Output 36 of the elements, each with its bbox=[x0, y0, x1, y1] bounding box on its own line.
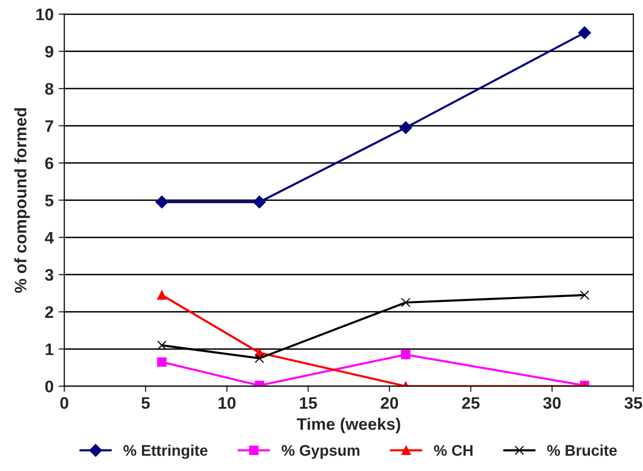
y-tick-label: 9 bbox=[45, 46, 54, 58]
point bbox=[578, 26, 591, 40]
point bbox=[254, 354, 264, 363]
y-tick-label: 7 bbox=[45, 120, 54, 132]
point bbox=[401, 350, 410, 360]
y-tick-label: 5 bbox=[45, 194, 54, 206]
x-tick-label: 15 bbox=[300, 397, 317, 409]
point bbox=[399, 121, 412, 134]
x-tick-label: 0 bbox=[60, 397, 68, 409]
y-tick-label: 10 bbox=[36, 8, 54, 20]
x-tick-label: 5 bbox=[141, 397, 150, 409]
point bbox=[157, 290, 167, 300]
point bbox=[157, 357, 167, 367]
point bbox=[155, 196, 168, 208]
x-axis-title: Time (weeks) bbox=[296, 418, 400, 434]
point bbox=[580, 290, 590, 300]
point bbox=[401, 298, 410, 308]
y-tick-label: 4 bbox=[44, 232, 54, 244]
x-tick-label: 30 bbox=[543, 397, 561, 409]
x-tick-label: 35 bbox=[624, 397, 642, 409]
y-tick-label: 1 bbox=[46, 344, 54, 356]
x-tick-label: 20 bbox=[380, 397, 398, 409]
y-tick-label: 6 bbox=[45, 157, 54, 170]
x-tick-label: 10 bbox=[218, 397, 236, 409]
legend-label: % CH bbox=[434, 445, 472, 456]
y-axis-title: % of compound formed bbox=[14, 108, 30, 293]
y-tick-label: 8 bbox=[45, 82, 54, 95]
legend-label: % Gypsum bbox=[282, 445, 360, 459]
y-tick-label: 2 bbox=[45, 306, 54, 318]
legend-label: % Ettringite bbox=[124, 444, 208, 459]
point bbox=[157, 340, 167, 350]
x-tick-label: 25 bbox=[462, 397, 480, 409]
point bbox=[252, 196, 266, 208]
y-tick-label: 0 bbox=[45, 380, 54, 392]
legend-label: % Brucite bbox=[547, 444, 617, 456]
y-tick-label: 3 bbox=[45, 268, 54, 281]
